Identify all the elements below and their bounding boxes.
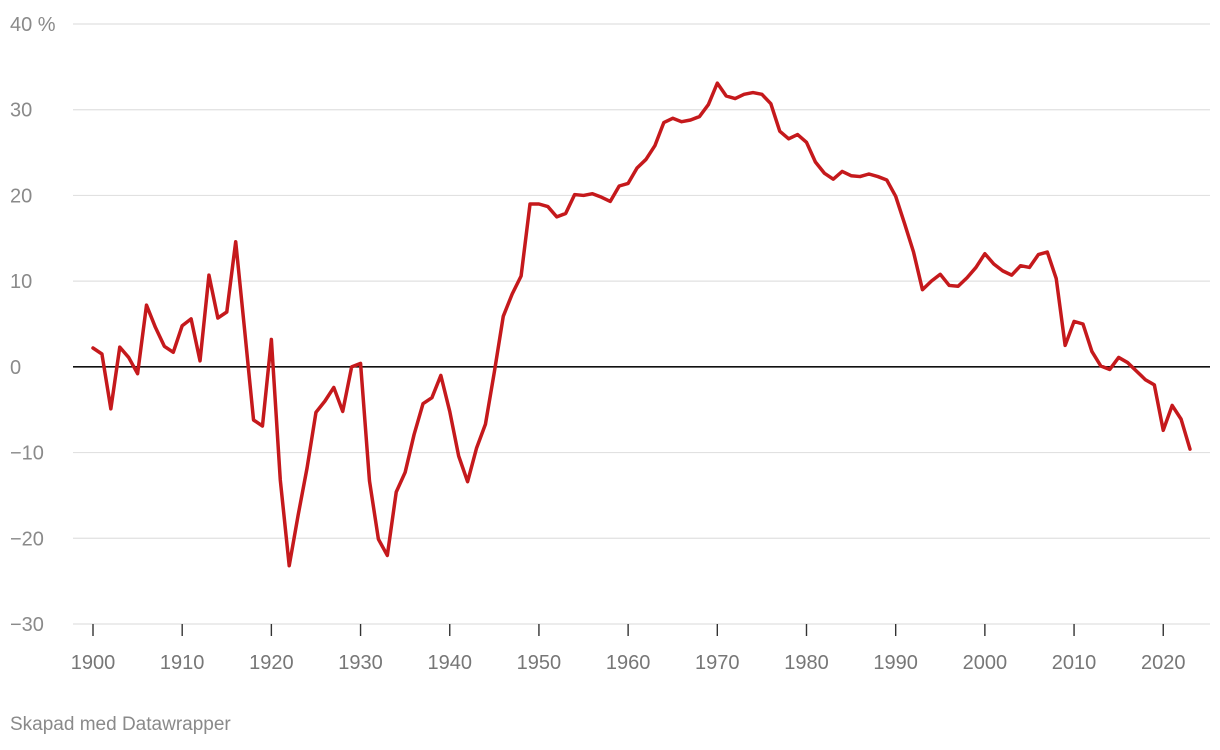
- x-tick-label: 2000: [963, 652, 1008, 674]
- series-line: [91, 81, 1192, 568]
- y-tick-label: −10: [10, 443, 44, 465]
- x-tick-label: 2010: [1052, 652, 1097, 674]
- x-tick-label: 1950: [517, 652, 562, 674]
- x-tick-label: 1980: [784, 652, 829, 674]
- y-tick-label: 30: [10, 100, 32, 122]
- y-tick-label: 10: [10, 271, 32, 293]
- grid-layer: [73, 23, 1210, 625]
- y-tick-label: 0: [10, 357, 21, 379]
- y-tick-label: −20: [10, 528, 44, 550]
- x-tick-label: 1970: [695, 652, 740, 674]
- x-tick-label: 1920: [249, 652, 294, 674]
- series-layer: [91, 81, 1192, 568]
- x-tick-label: 2020: [1141, 652, 1186, 674]
- x-tick-label: 1930: [338, 652, 383, 674]
- y-tick-label: −30: [10, 614, 44, 636]
- x-tick-label: 1940: [427, 652, 472, 674]
- x-tick-label: 1910: [160, 652, 205, 674]
- x-tick-label: 1960: [606, 652, 651, 674]
- y-tick-label: 20: [10, 185, 32, 207]
- chart-credit: Skapad med Datawrapper: [10, 714, 231, 735]
- y-tick-label: 40 %: [10, 14, 56, 36]
- x-tick-label: 1990: [873, 652, 918, 674]
- x-tick-label: 1900: [71, 652, 116, 674]
